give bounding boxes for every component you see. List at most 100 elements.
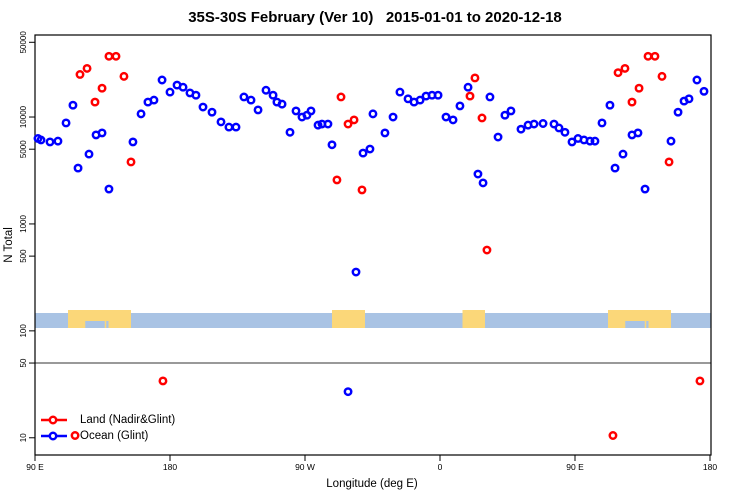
data-point-ocean: [692, 75, 702, 85]
data-point-land: [634, 83, 644, 93]
data-point-ocean: [36, 135, 46, 145]
data-point-ocean: [441, 112, 451, 122]
data-point-ocean: [285, 127, 295, 137]
data-point-ocean: [455, 101, 465, 111]
y-tick-label: 10: [19, 433, 28, 442]
data-point-ocean: [343, 387, 353, 397]
data-point-ocean: [45, 137, 55, 147]
data-point-ocean: [165, 87, 175, 97]
data-point-ocean: [351, 267, 361, 277]
data-point-ocean: [388, 112, 398, 122]
data-point-ocean: [618, 149, 628, 159]
data-point-land: [643, 51, 653, 61]
data-point-ocean: [149, 95, 159, 105]
data-point-ocean: [104, 184, 114, 194]
y-tick-label: 50000: [19, 31, 28, 54]
data-point-land: [482, 245, 492, 255]
data-point-ocean: [73, 163, 83, 173]
data-point-land: [75, 70, 85, 79]
data-point-ocean: [84, 149, 94, 159]
data-point-ocean: [224, 122, 234, 132]
y-tick-label: 10000: [19, 105, 28, 128]
land-marker-icon: [41, 415, 67, 425]
data-point-ocean: [53, 136, 63, 146]
data-point-ocean: [97, 128, 107, 138]
data-point-ocean: [268, 90, 278, 100]
legend-label-land: Land (Nadir&Glint): [80, 414, 176, 426]
data-point-land: [111, 51, 121, 61]
data-point-ocean: [585, 136, 595, 146]
data-point-land: [613, 68, 623, 78]
data-point-ocean: [597, 118, 607, 128]
data-point-land: [336, 92, 346, 102]
legend-label-ocean: Ocean (Glint): [80, 430, 149, 442]
data-point-ocean: [380, 128, 390, 138]
data-point-ocean: [291, 106, 301, 116]
data-point-land: [627, 97, 637, 107]
data-point-ocean: [68, 100, 78, 110]
data-point-ocean: [666, 136, 676, 146]
data-point-land: [70, 431, 80, 440]
data-point-ocean: [538, 119, 548, 128]
data-point-ocean: [246, 95, 256, 105]
data-point-land: [349, 115, 359, 125]
data-point-ocean: [216, 117, 226, 127]
legend-entry-ocean: Ocean (Glint): [40, 428, 175, 444]
map-strip-ocean-notch: [106, 321, 109, 328]
data-point-ocean: [699, 86, 709, 96]
map-strip-land: [332, 310, 365, 328]
data-point-ocean: [673, 107, 683, 117]
data-point-ocean: [128, 137, 138, 147]
data-point-ocean: [358, 148, 368, 158]
data-point-land: [657, 71, 667, 81]
data-point-ocean: [61, 118, 71, 128]
axes-layer: 10 50 100 500 1000 5000 10000 50000 90 E 180 90 W 0…: [19, 31, 717, 472]
x-tick-label: 90 E: [26, 462, 44, 472]
x-tick-label: 90 E: [566, 462, 584, 472]
data-point-ocean: [633, 128, 643, 138]
data-point-ocean: [239, 92, 249, 102]
data-point-land: [343, 119, 353, 129]
y-tick-label: 5000: [19, 140, 28, 158]
data-point-ocean: [500, 110, 510, 120]
data-point-land: [332, 175, 342, 185]
map-strip: [35, 310, 711, 328]
x-tick-label: 180: [163, 462, 177, 472]
data-point-land: [119, 71, 129, 81]
data-point-ocean: [485, 92, 495, 102]
data-point-ocean: [478, 178, 488, 188]
data-point-ocean: [684, 94, 694, 104]
data-point-land: [97, 83, 107, 93]
data-point-land: [126, 157, 136, 167]
data-point-ocean: [554, 123, 564, 133]
data-point-ocean: [529, 119, 539, 129]
data-point-ocean: [493, 132, 503, 142]
data-point-ocean: [610, 163, 620, 173]
x-tick-label: 90 W: [295, 462, 315, 472]
x-tick-label: 180: [703, 462, 717, 472]
data-point-land: [465, 91, 475, 101]
legend: Land (Nadir&Glint) Ocean (Glint): [40, 412, 175, 444]
y-axis-title: N Total: [3, 227, 15, 263]
y-tick-label: 100: [19, 324, 28, 338]
data-point-ocean: [605, 100, 615, 110]
map-strip-land: [462, 310, 485, 328]
y-tick-label: 500: [19, 249, 28, 263]
data-point-ocean: [198, 102, 208, 112]
data-point-ocean: [590, 136, 600, 146]
data-point-ocean: [365, 144, 375, 154]
data-point-ocean: [277, 99, 287, 109]
data-point-ocean: [448, 115, 458, 125]
data-point-ocean: [463, 82, 473, 92]
data-point-ocean: [261, 85, 271, 95]
data-point-land: [90, 97, 100, 107]
ocean-marker-icon: [41, 431, 67, 441]
data-point-land: [82, 63, 92, 73]
plot-border: [34, 34, 712, 456]
legend-entry-land: Land (Nadir&Glint): [40, 412, 175, 428]
data-point-land: [695, 376, 705, 386]
data-points-layer: [33, 51, 709, 440]
data-point-ocean: [560, 127, 570, 137]
